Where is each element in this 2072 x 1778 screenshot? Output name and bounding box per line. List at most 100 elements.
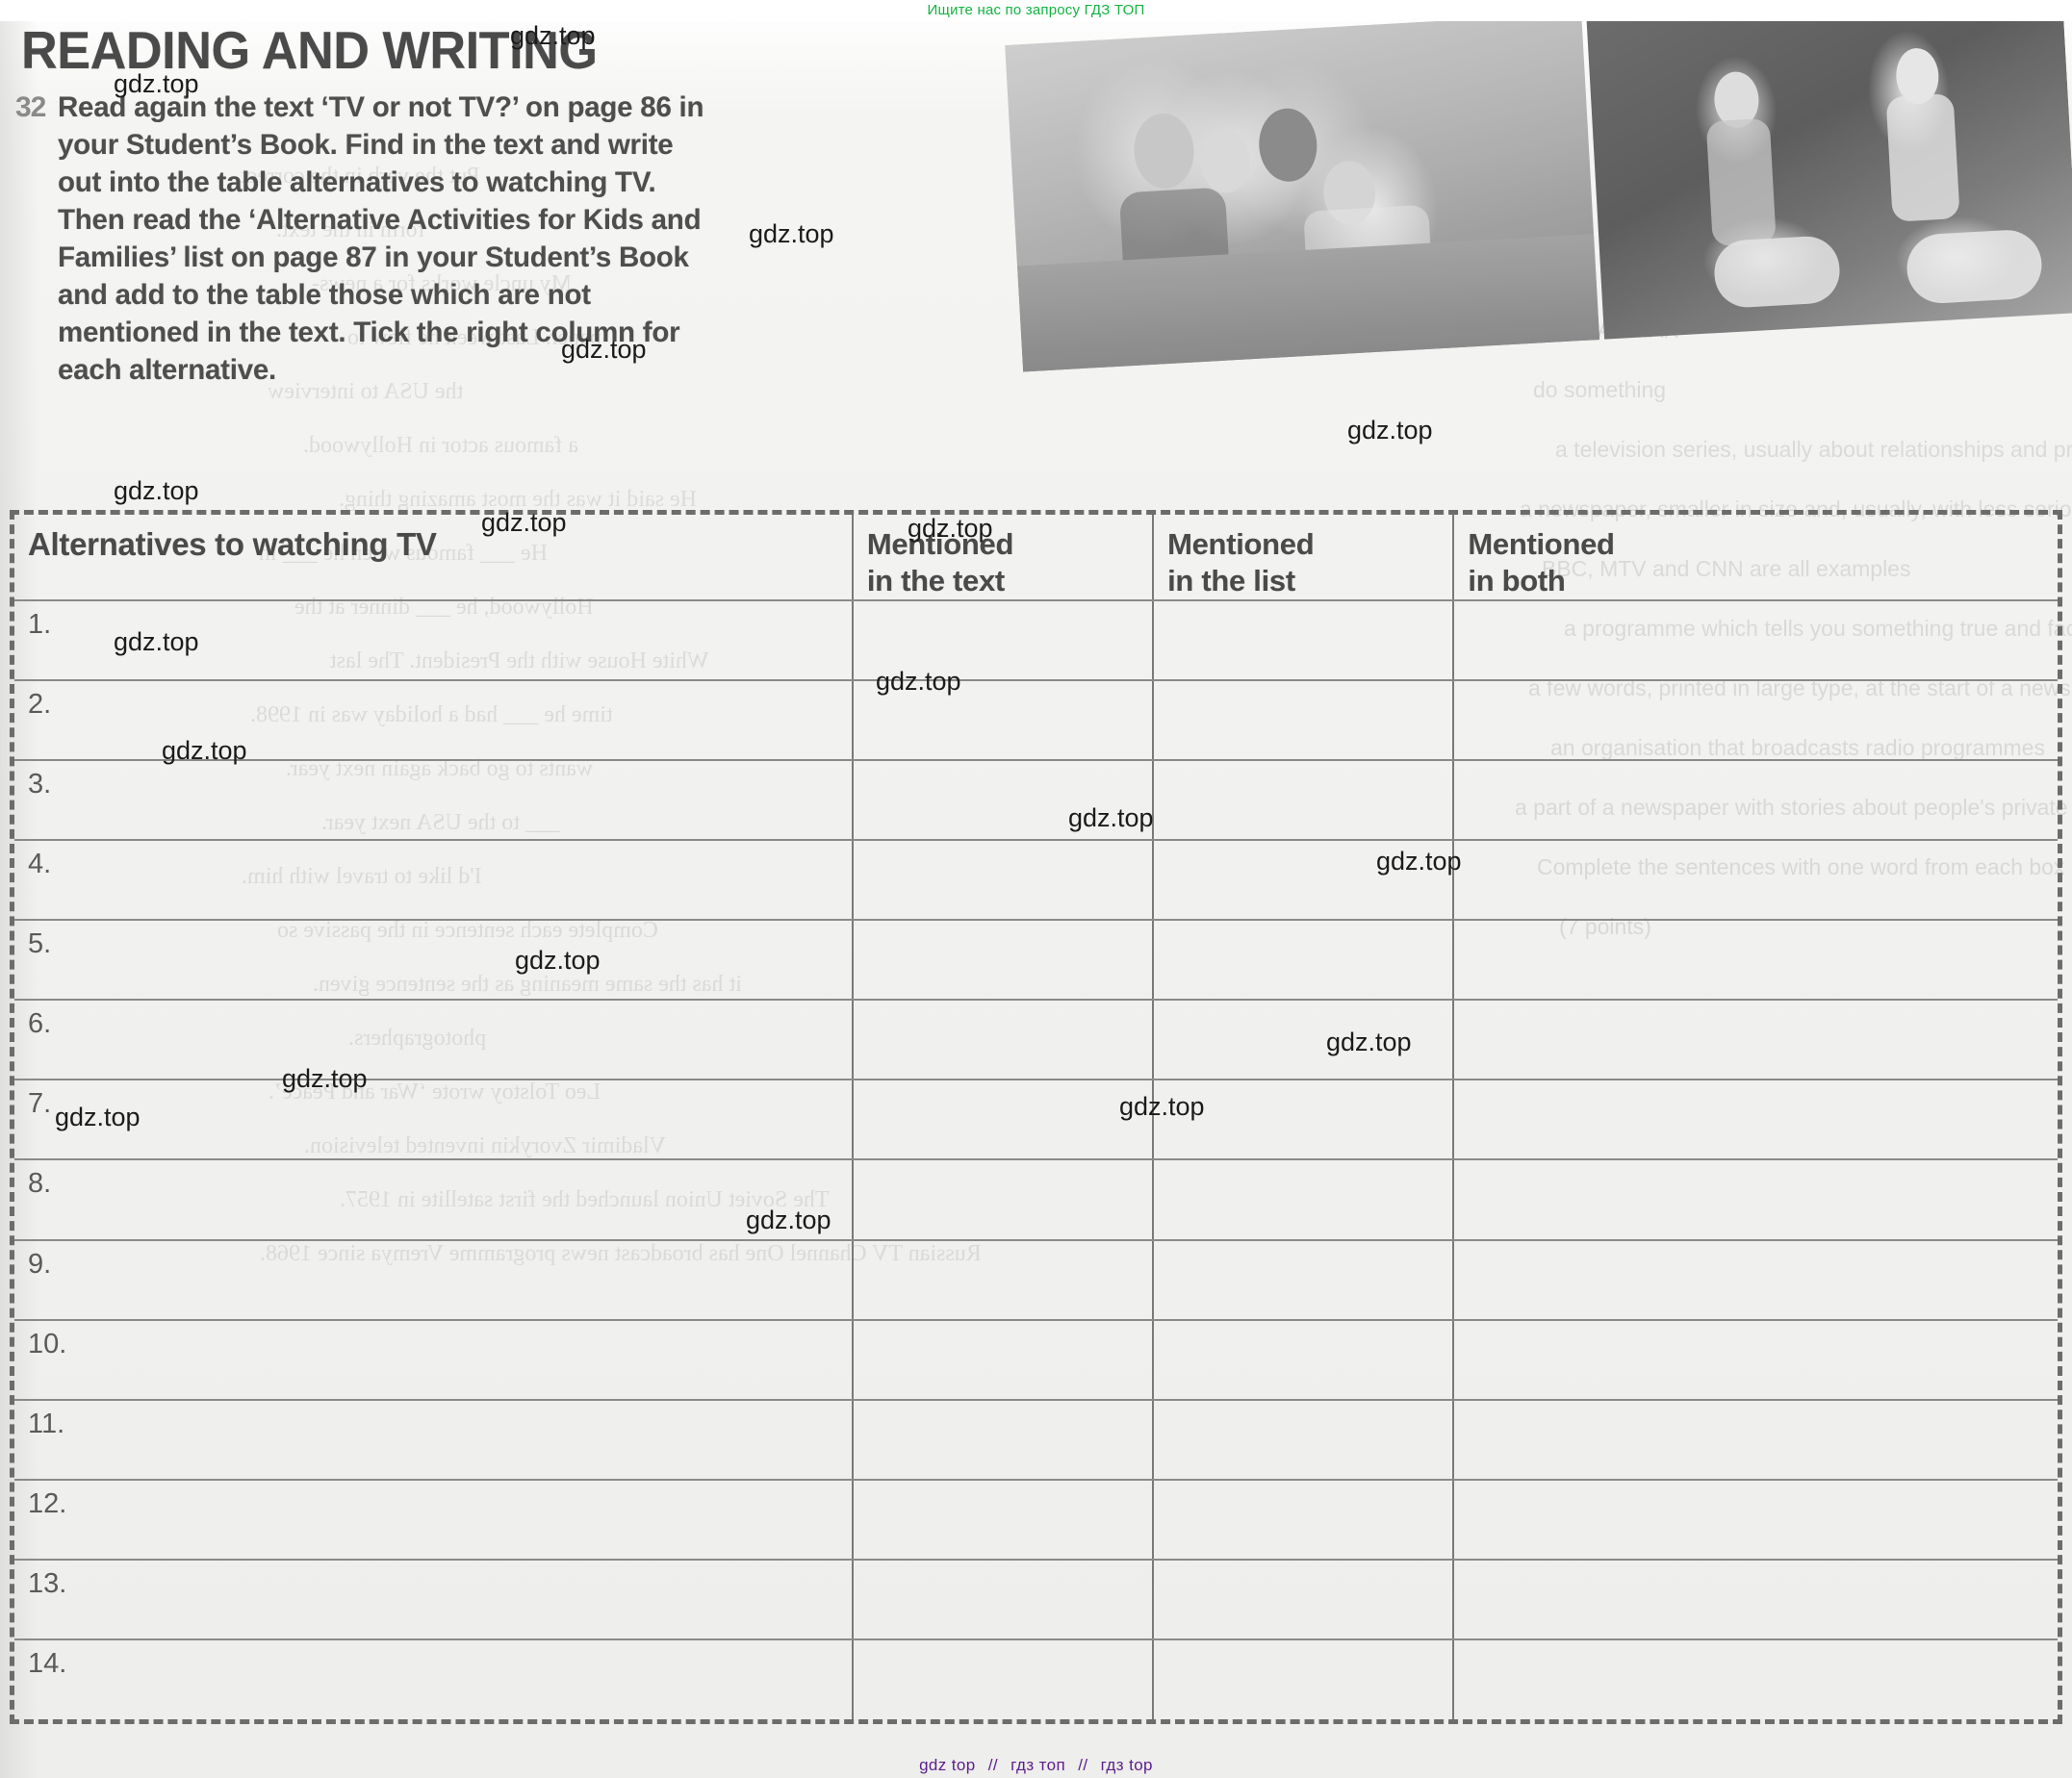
cell-in-list[interactable] — [1153, 1399, 1455, 1481]
cell-in-list[interactable] — [1153, 840, 1455, 922]
table-row: 9. — [14, 1239, 2058, 1321]
cell-in-list[interactable] — [1153, 1159, 1455, 1241]
cell-alternative[interactable]: 12. — [14, 1479, 854, 1561]
header-line-1: Mentioned — [1468, 527, 1615, 561]
family-on-sofa-photo — [1005, 13, 1600, 372]
page-title: READING AND WRITING — [21, 20, 598, 80]
cell-in-text[interactable] — [852, 1559, 1155, 1640]
cell-in-text[interactable] — [852, 840, 1155, 922]
row-number: 12. — [28, 1487, 67, 1519]
cell-alternative[interactable]: 3. — [14, 760, 854, 842]
row-number: 9. — [28, 1248, 52, 1280]
cell-in-both[interactable] — [1453, 680, 2058, 762]
row-number: 10. — [28, 1328, 67, 1359]
cell-alternative[interactable]: 14. — [14, 1638, 854, 1719]
cell-alternative[interactable]: 4. — [14, 840, 854, 922]
cell-in-text[interactable] — [852, 1239, 1155, 1321]
header-mentioned-in-text-label: Mentioned in the text — [854, 515, 1152, 599]
photo-collage — [1005, 0, 2072, 381]
site-banner-top: Ищите нас по запросу ГДЗ ТОП — [0, 0, 2072, 21]
row-number: 4. — [28, 849, 52, 880]
table-row: 13. — [14, 1559, 2058, 1640]
cell-in-both[interactable] — [1453, 1479, 2058, 1561]
cell-in-both[interactable] — [1453, 760, 2058, 842]
cell-in-text[interactable] — [852, 1159, 1155, 1241]
cell-in-both[interactable] — [1453, 1639, 2058, 1719]
footer-part-1: gdz top — [919, 1756, 976, 1774]
cell-in-list[interactable] — [1153, 1080, 1455, 1161]
row-number: 2. — [28, 689, 52, 721]
cell-in-list[interactable] — [1153, 1559, 1455, 1640]
table-row: 3. — [14, 760, 2058, 842]
header-line-2: in both — [1468, 564, 1566, 597]
table-body: 1. 2. 3. 4. 5. 6. 7. 8. 9. 10. 11. 12. 13. 14. — [14, 600, 2058, 1719]
cell-alternative[interactable]: 11. — [14, 1399, 854, 1481]
header-mentioned-in-list: Mentioned in the list — [1153, 515, 1455, 601]
cell-alternative[interactable]: 9. — [14, 1239, 854, 1321]
cell-in-text[interactable] — [852, 1319, 1155, 1401]
girls-walking-dogs-photo — [1586, 0, 2072, 340]
header-line-1: Mentioned — [866, 527, 1014, 561]
row-number: 8. — [28, 1168, 52, 1200]
cell-in-text[interactable] — [852, 1399, 1155, 1481]
cell-in-list[interactable] — [1153, 920, 1455, 1002]
table-row: 10. — [14, 1319, 2058, 1401]
header-line-2: in the list — [1167, 564, 1295, 597]
header-alternatives: Alternatives to watching TV — [14, 515, 854, 601]
row-number: 5. — [28, 928, 52, 960]
cell-alternative[interactable]: 1. — [14, 600, 854, 682]
cell-in-list[interactable] — [1153, 1239, 1455, 1321]
cell-in-list[interactable] — [1153, 600, 1455, 682]
cell-in-text[interactable] — [852, 920, 1155, 1002]
table-grid: Alternatives to watching TV Mentioned in… — [14, 515, 2058, 1719]
cell-alternative[interactable]: 13. — [14, 1559, 854, 1640]
header-mentioned-in-both-label: Mentioned in both — [1454, 515, 2058, 599]
cell-in-both[interactable] — [1453, 920, 2058, 1002]
cell-alternative[interactable]: 6. — [14, 1000, 854, 1081]
footer-part-3: гдз top — [1100, 1756, 1153, 1774]
cell-alternative[interactable]: 8. — [14, 1159, 854, 1241]
cell-in-text[interactable] — [852, 760, 1155, 842]
cell-in-list[interactable] — [1153, 1319, 1455, 1401]
cell-in-text[interactable] — [852, 600, 1155, 682]
cell-alternative[interactable]: 5. — [14, 920, 854, 1002]
table-row: 1. — [14, 600, 2058, 682]
row-number: 14. — [28, 1647, 67, 1679]
cell-in-both[interactable] — [1453, 1159, 2058, 1241]
cell-in-text[interactable] — [852, 1000, 1155, 1081]
cell-in-list[interactable] — [1153, 1000, 1455, 1081]
row-number: 1. — [28, 609, 52, 640]
table-row: 2. — [14, 680, 2058, 762]
row-number: 7. — [28, 1088, 52, 1120]
table-header-row: Alternatives to watching TV Mentioned in… — [14, 515, 2058, 601]
alternatives-table: Alternatives to watching TV Mentioned in… — [10, 510, 2062, 1724]
cell-in-text[interactable] — [852, 680, 1155, 762]
cell-in-both[interactable] — [1453, 1319, 2058, 1401]
cell-in-text[interactable] — [852, 1479, 1155, 1561]
cell-in-list[interactable] — [1153, 1479, 1455, 1561]
header-line-1: Mentioned — [1167, 527, 1315, 561]
cell-alternative[interactable]: 7. — [14, 1080, 854, 1161]
cell-in-both[interactable] — [1453, 600, 2058, 682]
cell-in-text[interactable] — [852, 1080, 1155, 1161]
cell-in-both[interactable] — [1453, 840, 2058, 922]
site-banner-bottom: gdz top // гдз топ // гдз top — [0, 1753, 2072, 1778]
row-number: 11. — [28, 1408, 65, 1439]
cell-in-list[interactable] — [1153, 680, 1455, 762]
cell-alternative[interactable]: 10. — [14, 1319, 854, 1401]
table-row: 12. — [14, 1479, 2058, 1561]
cell-in-both[interactable] — [1453, 1399, 2058, 1481]
footer-sep-1: // — [987, 1756, 999, 1774]
cell-in-both[interactable] — [1453, 1080, 2058, 1161]
cell-in-list[interactable] — [1153, 1638, 1455, 1719]
cell-alternative[interactable]: 2. — [14, 680, 854, 762]
cell-in-list[interactable] — [1153, 760, 1455, 842]
cell-in-both[interactable] — [1453, 1000, 2058, 1081]
footer-part-2: гдз топ — [1010, 1756, 1066, 1774]
cell-in-both[interactable] — [1453, 1239, 2058, 1321]
cell-in-text[interactable] — [852, 1638, 1155, 1719]
cell-in-both[interactable] — [1453, 1559, 2058, 1640]
row-number: 13. — [28, 1567, 67, 1599]
header-mentioned-in-list-label: Mentioned in the list — [1154, 515, 1452, 599]
